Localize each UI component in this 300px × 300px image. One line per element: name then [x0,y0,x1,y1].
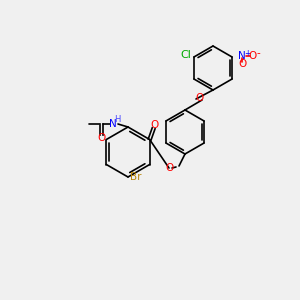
Text: H: H [114,115,120,124]
Text: O: O [195,93,203,103]
Text: O: O [97,133,105,143]
Text: +: + [244,49,250,58]
Text: N: N [238,51,246,61]
Text: O: O [238,59,246,69]
Text: N: N [109,119,117,129]
Text: O: O [165,163,173,173]
Text: O: O [248,51,256,61]
Text: Br: Br [130,172,142,182]
Text: O: O [151,121,159,130]
Text: -: - [256,48,260,58]
Text: Cl: Cl [181,50,191,60]
